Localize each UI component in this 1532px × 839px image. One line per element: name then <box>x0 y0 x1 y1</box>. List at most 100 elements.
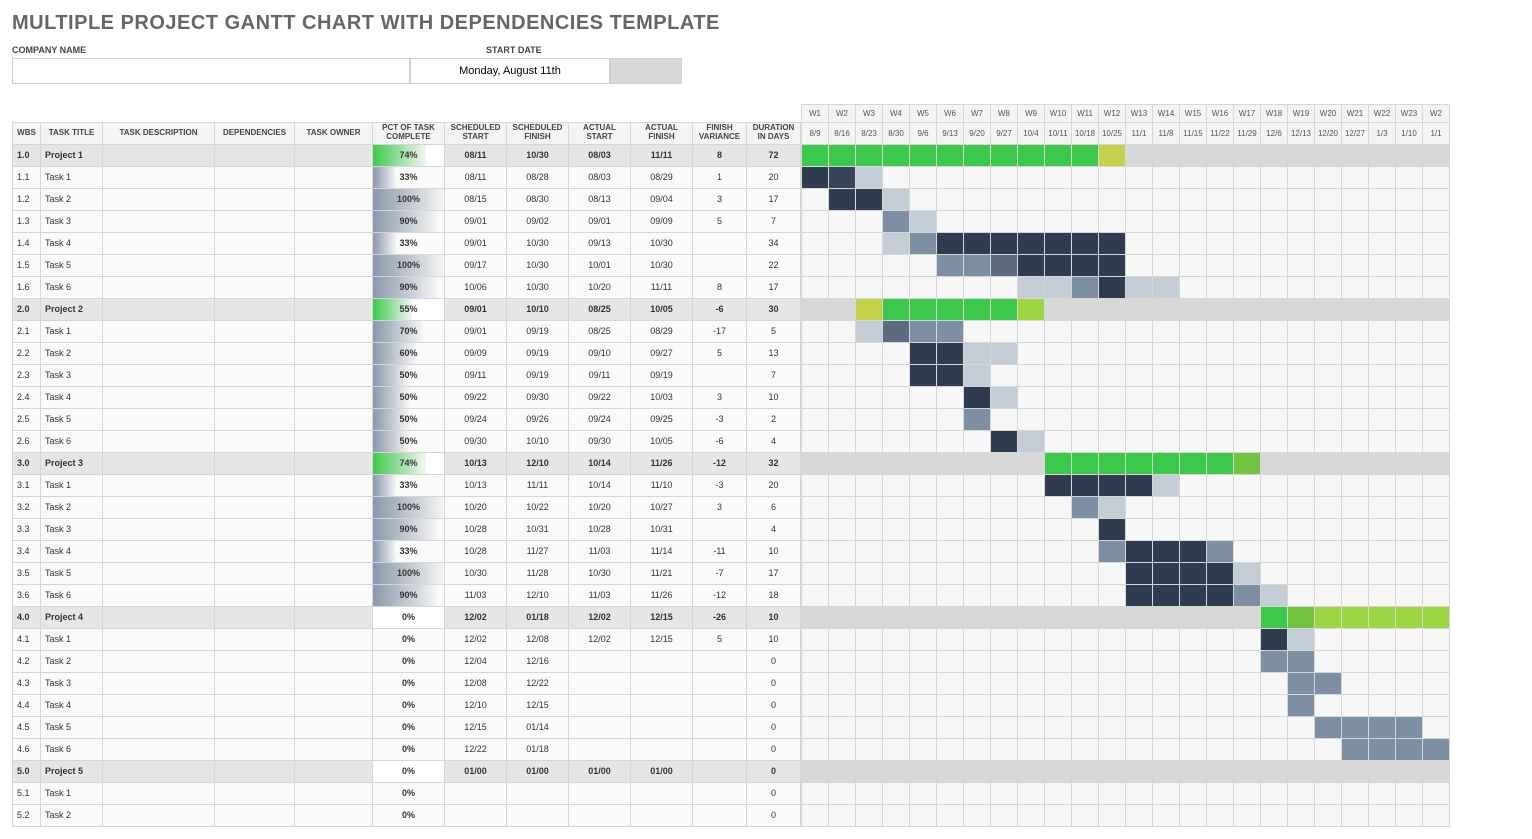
cell[interactable] <box>103 364 215 386</box>
cell[interactable]: -12 <box>693 452 747 474</box>
cell[interactable]: Task 4 <box>41 694 103 716</box>
cell[interactable]: Task 4 <box>41 540 103 562</box>
cell[interactable]: Project 3 <box>41 452 103 474</box>
cell[interactable] <box>295 210 373 232</box>
cell[interactable]: 70% <box>373 320 445 342</box>
cell[interactable]: 8 <box>693 144 747 166</box>
cell[interactable]: Task 6 <box>41 584 103 606</box>
cell[interactable] <box>295 364 373 386</box>
cell[interactable]: 11/11 <box>631 276 693 298</box>
cell[interactable]: 0% <box>373 804 445 826</box>
cell[interactable] <box>507 782 569 804</box>
cell[interactable]: 0 <box>747 804 801 826</box>
cell[interactable]: 17 <box>747 276 801 298</box>
cell[interactable]: 17 <box>747 562 801 584</box>
cell[interactable]: 12/16 <box>507 650 569 672</box>
cell[interactable]: 09/01 <box>445 298 507 320</box>
cell[interactable]: 74% <box>373 144 445 166</box>
cell[interactable]: 10/31 <box>507 518 569 540</box>
cell[interactable]: 09/30 <box>569 430 631 452</box>
cell[interactable]: 100% <box>373 254 445 276</box>
cell[interactable]: 12/15 <box>631 628 693 650</box>
cell[interactable]: 2.1 <box>13 320 41 342</box>
cell[interactable]: Project 2 <box>41 298 103 320</box>
cell[interactable]: -6 <box>693 298 747 320</box>
cell[interactable]: 0% <box>373 694 445 716</box>
cell[interactable]: 4.6 <box>13 738 41 760</box>
cell[interactable]: 10/10 <box>507 430 569 452</box>
cell[interactable] <box>103 694 215 716</box>
cell[interactable]: 10/28 <box>569 518 631 540</box>
cell[interactable]: 10/13 <box>445 452 507 474</box>
cell[interactable] <box>295 716 373 738</box>
cell[interactable] <box>295 760 373 782</box>
cell[interactable] <box>295 386 373 408</box>
cell[interactable] <box>445 782 507 804</box>
cell[interactable]: 09/09 <box>631 210 693 232</box>
cell[interactable] <box>295 518 373 540</box>
cell[interactable] <box>103 606 215 628</box>
cell[interactable] <box>215 320 295 342</box>
cell[interactable]: 11/26 <box>631 584 693 606</box>
cell[interactable]: 09/27 <box>631 342 693 364</box>
cell[interactable] <box>103 320 215 342</box>
cell[interactable]: -11 <box>693 540 747 562</box>
cell[interactable]: 08/25 <box>569 298 631 320</box>
cell[interactable]: Task 2 <box>41 804 103 826</box>
cell[interactable]: 10 <box>747 606 801 628</box>
cell[interactable]: 4.0 <box>13 606 41 628</box>
cell[interactable] <box>295 540 373 562</box>
cell[interactable] <box>215 386 295 408</box>
cell[interactable] <box>631 716 693 738</box>
cell[interactable]: 08/29 <box>631 166 693 188</box>
cell[interactable]: 08/11 <box>445 144 507 166</box>
cell[interactable] <box>569 672 631 694</box>
cell[interactable]: 09/11 <box>569 364 631 386</box>
cell[interactable] <box>103 386 215 408</box>
cell[interactable]: 09/01 <box>569 210 631 232</box>
cell[interactable]: 5.0 <box>13 760 41 782</box>
cell[interactable] <box>569 738 631 760</box>
cell[interactable]: 3 <box>693 496 747 518</box>
cell[interactable]: 09/17 <box>445 254 507 276</box>
cell[interactable]: 0% <box>373 650 445 672</box>
cell[interactable]: 2.2 <box>13 342 41 364</box>
cell[interactable]: Task 4 <box>41 386 103 408</box>
cell[interactable] <box>215 540 295 562</box>
cell[interactable]: 09/02 <box>507 210 569 232</box>
cell[interactable]: 08/11 <box>445 166 507 188</box>
cell[interactable] <box>507 804 569 826</box>
cell[interactable] <box>103 408 215 430</box>
cell[interactable]: Task 3 <box>41 672 103 694</box>
cell[interactable] <box>215 474 295 496</box>
cell[interactable]: 10/28 <box>445 518 507 540</box>
cell[interactable]: Task 1 <box>41 628 103 650</box>
cell[interactable]: 09/01 <box>445 320 507 342</box>
cell[interactable] <box>103 628 215 650</box>
cell[interactable]: 10/05 <box>631 298 693 320</box>
cell[interactable]: 100% <box>373 188 445 210</box>
cell[interactable] <box>103 584 215 606</box>
cell[interactable]: 10/10 <box>507 298 569 320</box>
cell[interactable]: Task 1 <box>41 474 103 496</box>
cell[interactable] <box>215 430 295 452</box>
cell[interactable] <box>295 650 373 672</box>
cell[interactable]: 09/25 <box>631 408 693 430</box>
cell[interactable]: 0 <box>747 650 801 672</box>
cell[interactable]: 0 <box>747 694 801 716</box>
cell[interactable]: 4.4 <box>13 694 41 716</box>
cell[interactable]: 90% <box>373 210 445 232</box>
cell[interactable]: 20 <box>747 474 801 496</box>
cell[interactable]: 09/22 <box>445 386 507 408</box>
cell[interactable]: -7 <box>693 562 747 584</box>
cell[interactable] <box>295 166 373 188</box>
cell[interactable]: 50% <box>373 386 445 408</box>
cell[interactable]: 01/00 <box>631 760 693 782</box>
cell[interactable]: 0% <box>373 672 445 694</box>
startdate-input[interactable] <box>410 58 610 84</box>
cell[interactable]: 5 <box>747 320 801 342</box>
cell[interactable] <box>215 760 295 782</box>
cell[interactable] <box>215 276 295 298</box>
cell[interactable]: 08/03 <box>569 166 631 188</box>
cell[interactable] <box>295 430 373 452</box>
